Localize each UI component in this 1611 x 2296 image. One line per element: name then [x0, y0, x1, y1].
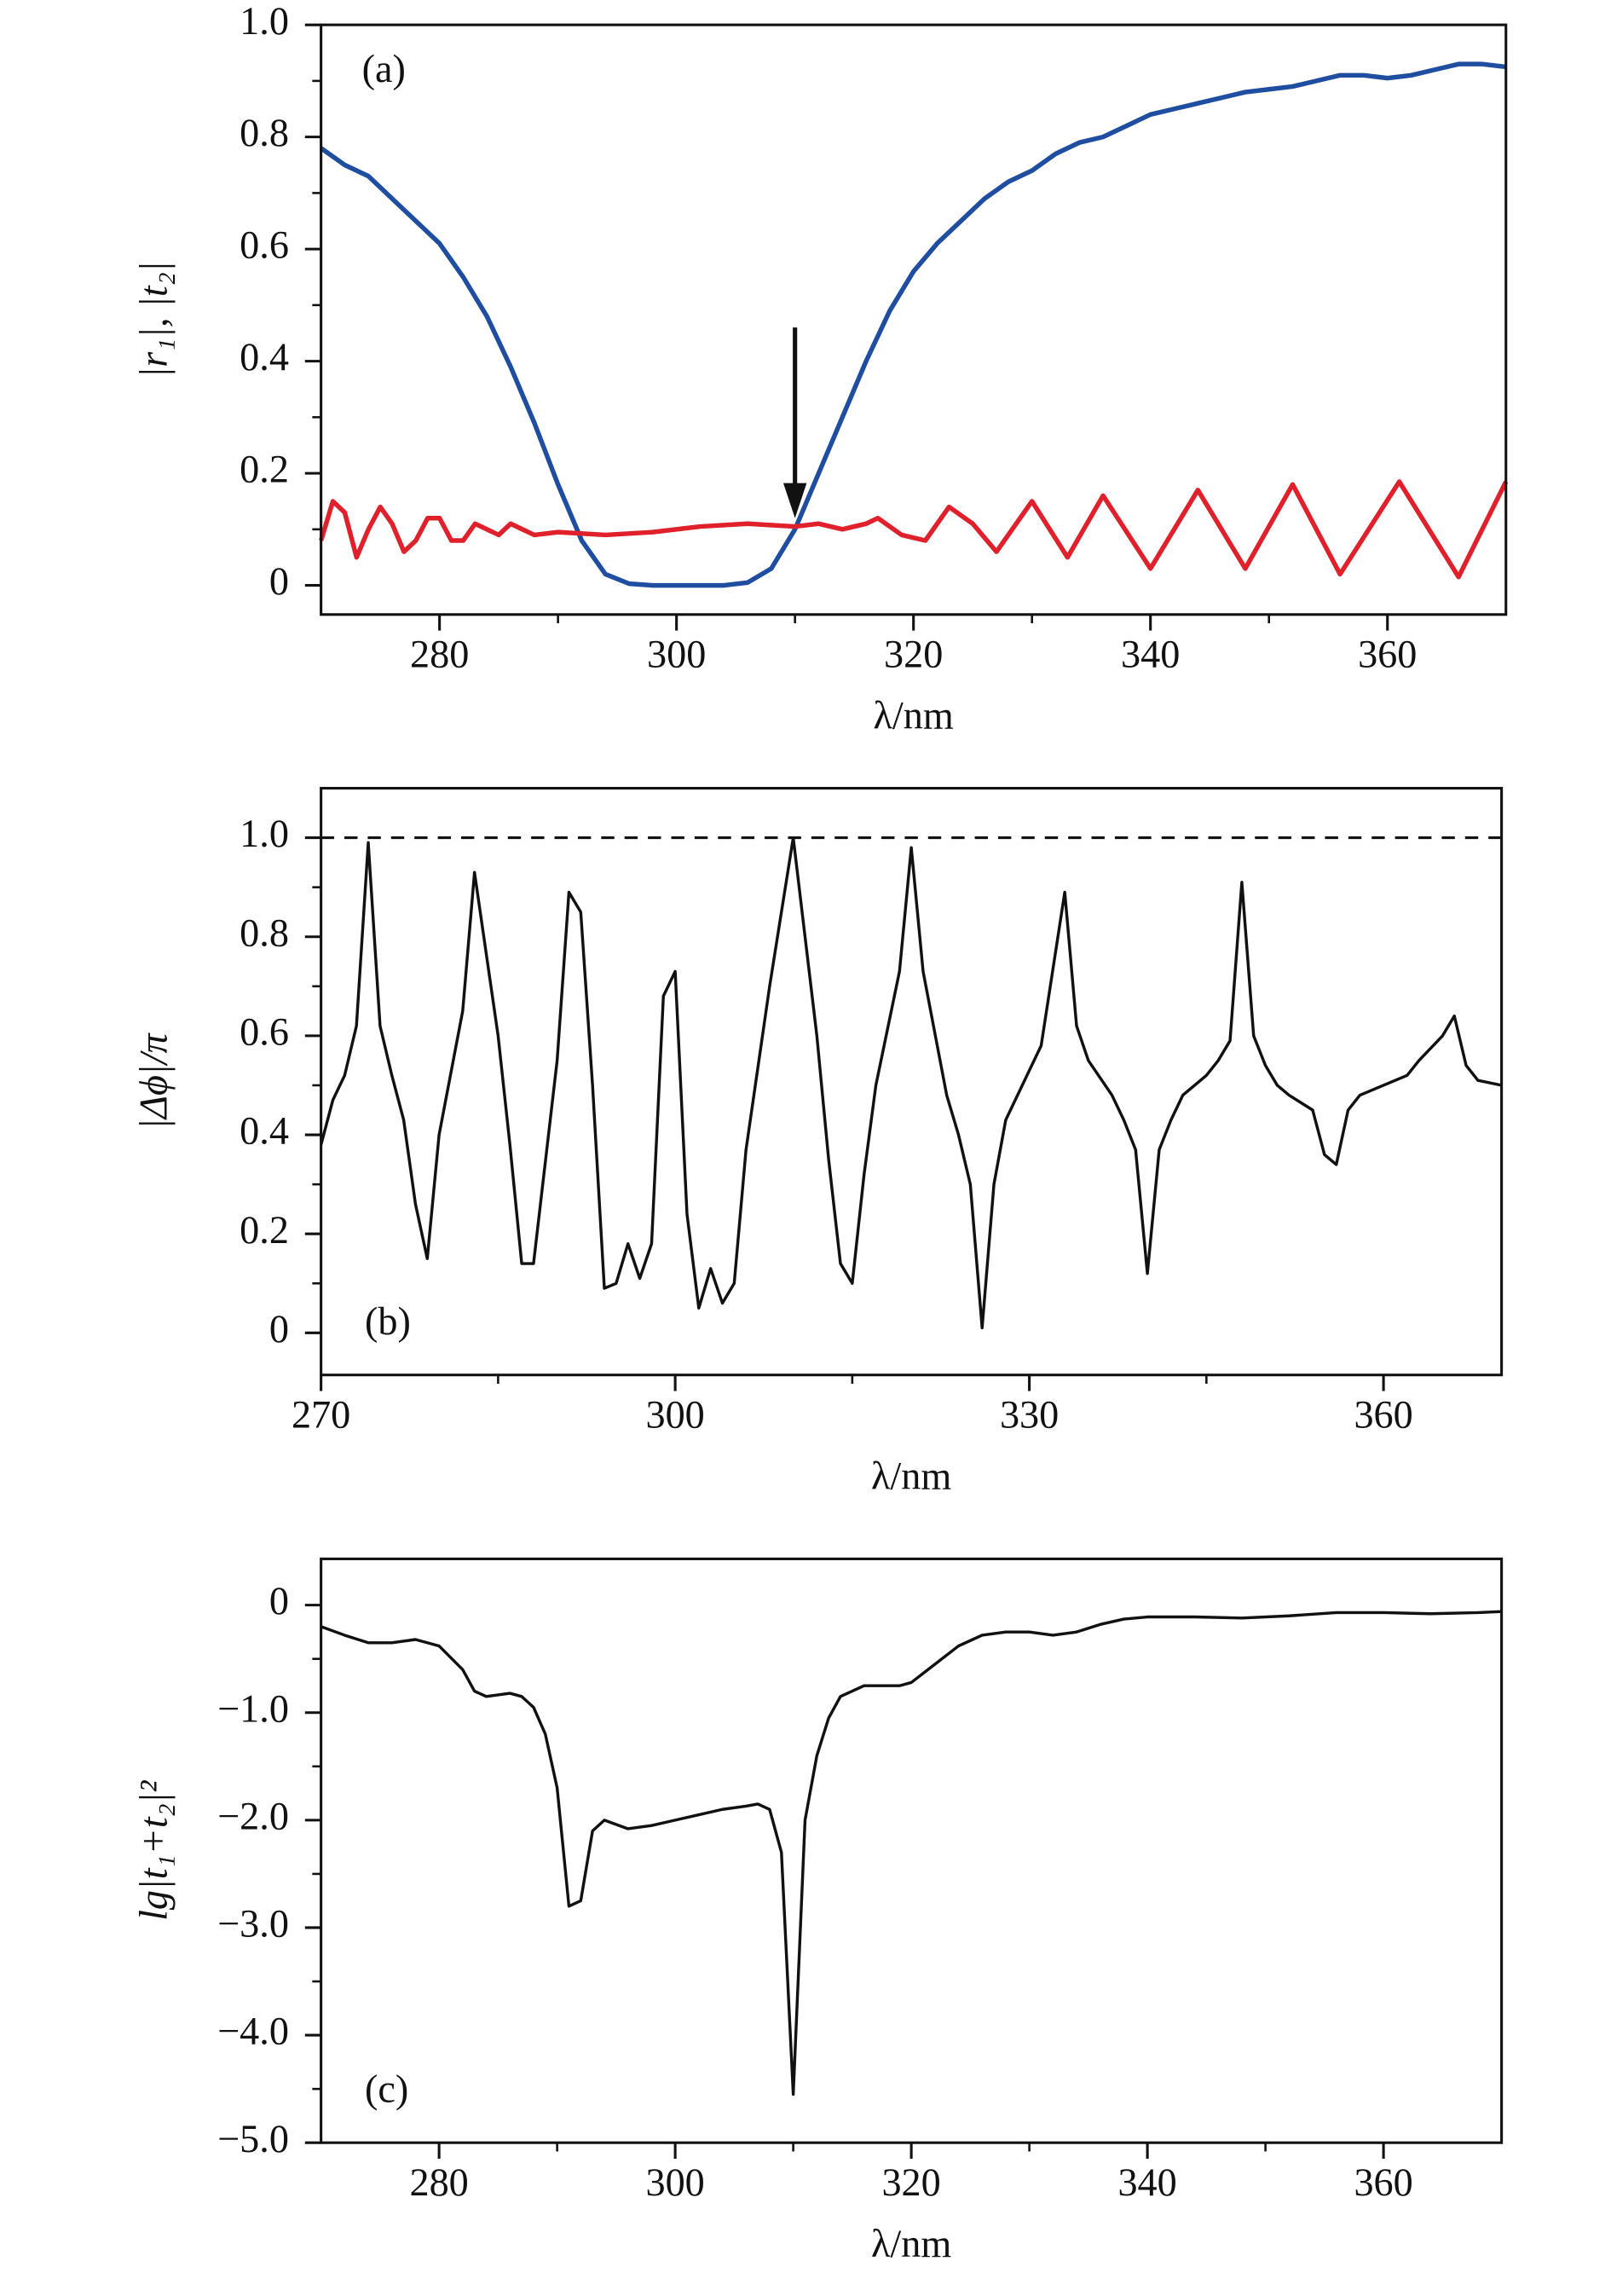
- panel-label: (a): [362, 47, 406, 90]
- y-tick-label: 0.2: [240, 448, 289, 491]
- x-axis-label: λ/nm: [871, 2222, 951, 2265]
- y-tick-label: −2.0: [217, 1794, 289, 1837]
- x-tick-label: 280: [410, 633, 469, 676]
- plot-frame: [320, 786, 1504, 1377]
- x-tick-label: 320: [881, 2160, 940, 2204]
- y-tick-label: 0.4: [240, 1109, 289, 1153]
- x-tick-label: 330: [1000, 1393, 1059, 1437]
- x-tick-label: 300: [647, 633, 706, 676]
- y-axis-label: |Δϕ|/π: [132, 1032, 176, 1130]
- y-tick-label: 1.0: [240, 0, 289, 43]
- y-tick-label: 0.6: [240, 223, 289, 267]
- y-tick-label: 0: [269, 559, 289, 603]
- y-tick-label: −4.0: [217, 2010, 289, 2053]
- x-tick-label: 340: [1121, 633, 1180, 676]
- y-tick-label: −5.0: [217, 2117, 289, 2160]
- y-axis-label: lg|t₁+t₂|²: [132, 1780, 176, 1921]
- y-tick-label: 0.8: [240, 111, 289, 154]
- y-tick-label: 0.2: [240, 1208, 289, 1252]
- data-line: [320, 1610, 1502, 2096]
- panel-label: (c): [365, 2068, 408, 2111]
- x-axis-label: λ/nm: [874, 694, 954, 737]
- panel: 280 300 320 340 360 0 −1.0 −2.0 −3.0 −4.0 −5.0 λ/nm…: [132, 1557, 1504, 2265]
- x-tick-label: 280: [409, 2160, 468, 2204]
- y-tick-label: 0.8: [240, 911, 289, 954]
- data-line: [319, 479, 1509, 580]
- y-axis-label: |r₁|, |t₂|: [132, 262, 176, 379]
- x-tick-label: 360: [1354, 1393, 1412, 1437]
- plot-frame: [320, 23, 1508, 616]
- y-tick-label: 0: [269, 1579, 289, 1622]
- data-line: [320, 61, 1507, 588]
- y-tick-label: 0.6: [240, 1009, 289, 1053]
- y-tick-label: −1.0: [217, 1686, 289, 1730]
- panel: 280 300 320 340 360 0 0.2 0.4 0.6 0.8 1.0 λ/nm |r₁|,…: [132, 0, 1509, 737]
- y-tick-label: 1.0: [240, 812, 289, 855]
- x-axis-label: λ/nm: [871, 1455, 951, 1498]
- panel-label: (b): [365, 1299, 411, 1343]
- x-tick-label: 360: [1354, 2160, 1412, 2204]
- data-line: [319, 836, 1502, 1330]
- x-tick-label: 300: [645, 1393, 704, 1437]
- y-tick-label: 0.4: [240, 335, 289, 379]
- y-tick-label: 0: [269, 1307, 289, 1350]
- x-tick-label: 340: [1117, 2160, 1176, 2204]
- plot-frame: [320, 1557, 1504, 2144]
- x-tick-label: 300: [645, 2160, 704, 2204]
- x-tick-label: 360: [1358, 633, 1417, 676]
- panel: 270 300 330 360 0 0.2 0.4 0.6 0.8 1.0 λ/nm |Δϕ|/π (b…: [132, 786, 1504, 1498]
- x-tick-label: 320: [884, 633, 943, 676]
- y-tick-label: −3.0: [217, 1902, 289, 1946]
- x-tick-label: 270: [292, 1393, 350, 1437]
- arrow-head: [782, 483, 807, 518]
